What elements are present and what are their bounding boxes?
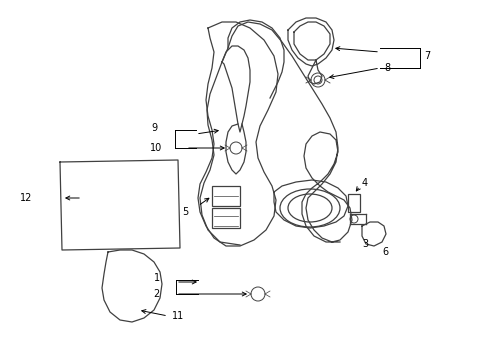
Text: 8: 8 bbox=[383, 63, 389, 73]
Text: 1: 1 bbox=[154, 273, 160, 283]
Text: 10: 10 bbox=[149, 143, 162, 153]
Text: 7: 7 bbox=[423, 51, 429, 61]
Text: 6: 6 bbox=[381, 247, 387, 257]
Text: 2: 2 bbox=[153, 289, 160, 299]
Text: 3: 3 bbox=[361, 239, 367, 249]
Text: 11: 11 bbox=[172, 311, 184, 321]
Text: 4: 4 bbox=[361, 178, 367, 188]
Text: 5: 5 bbox=[182, 207, 187, 217]
Text: 9: 9 bbox=[152, 123, 158, 133]
Text: 12: 12 bbox=[20, 193, 32, 203]
